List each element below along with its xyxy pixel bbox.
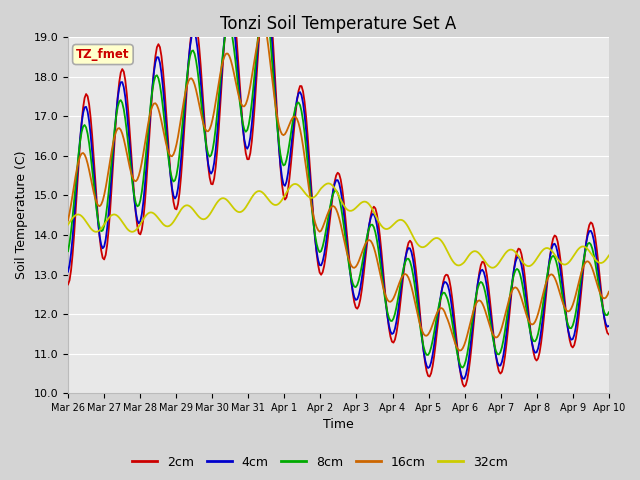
Text: TZ_fmet: TZ_fmet (76, 48, 130, 61)
Title: Tonzi Soil Temperature Set A: Tonzi Soil Temperature Set A (220, 15, 456, 33)
Legend: 2cm, 4cm, 8cm, 16cm, 32cm: 2cm, 4cm, 8cm, 16cm, 32cm (127, 451, 513, 474)
X-axis label: Time: Time (323, 419, 354, 432)
Y-axis label: Soil Temperature (C): Soil Temperature (C) (15, 151, 28, 279)
